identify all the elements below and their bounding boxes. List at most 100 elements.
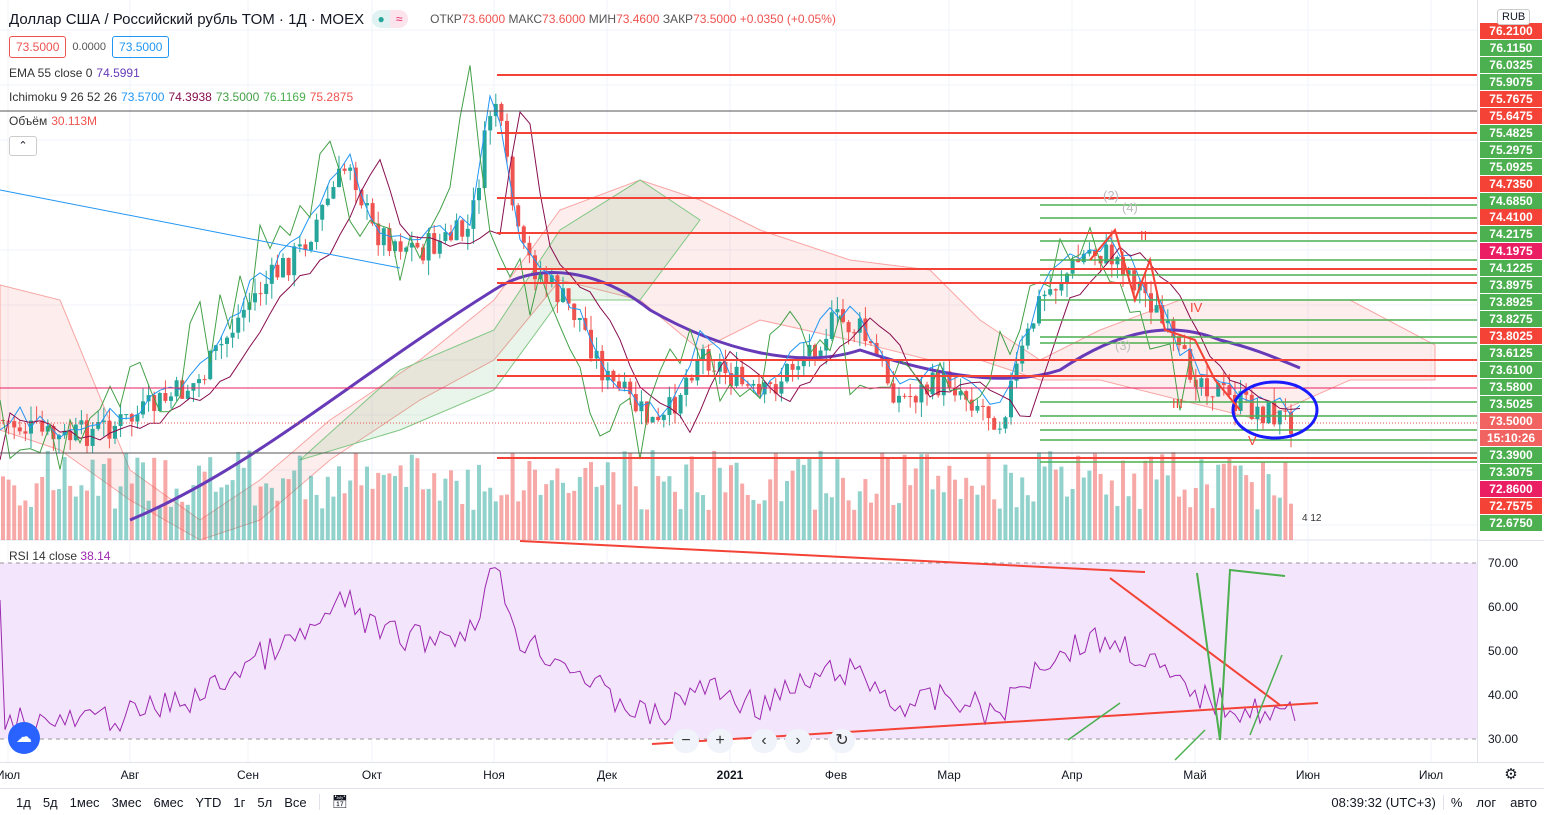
- candle-body: [236, 317, 241, 333]
- date-range-icon[interactable]: 📅︎: [318, 794, 356, 810]
- candle-body: [835, 309, 840, 313]
- volume-bar: [1149, 456, 1153, 540]
- volume-bar: [387, 473, 392, 540]
- candle-body: [225, 337, 229, 344]
- volume-bar: [1210, 508, 1215, 540]
- volume-bar: [902, 454, 907, 540]
- volume-bar: [471, 509, 476, 540]
- volume-bar: [521, 490, 526, 540]
- candle-body: [785, 364, 789, 382]
- candle-body: [387, 228, 392, 252]
- volume-bar: [768, 479, 773, 540]
- volume-bar: [1177, 496, 1181, 540]
- auto-scale-toggle[interactable]: авто: [1510, 794, 1537, 810]
- clock[interactable]: 08:39:32 (UTC+3): [1331, 794, 1436, 810]
- volume-bar: [146, 500, 151, 540]
- volume-bar: [1216, 464, 1221, 540]
- candle-body: [505, 120, 509, 157]
- volume-bar: [958, 499, 963, 540]
- candle-body: [460, 220, 465, 237]
- volume-bar: [1126, 496, 1131, 540]
- candle-body: [40, 420, 45, 432]
- candle-body: [331, 187, 336, 199]
- range-button[interactable]: 3мес: [111, 794, 142, 810]
- candle-body: [253, 293, 257, 303]
- range-button[interactable]: 1мес: [69, 794, 100, 810]
- reset-chart-button[interactable]: ↻: [829, 729, 855, 753]
- volume-bar: [964, 477, 969, 540]
- range-button[interactable]: Все: [284, 794, 307, 810]
- tradingview-logo[interactable]: ☁: [8, 722, 40, 754]
- candle-body: [661, 415, 666, 421]
- zoom-in-button[interactable]: +: [707, 729, 733, 753]
- volume-bar: [997, 508, 1002, 540]
- volume-bar: [325, 476, 330, 540]
- volume-bar: [617, 504, 621, 540]
- range-button[interactable]: 5л: [257, 794, 273, 810]
- candle-body: [376, 223, 381, 246]
- scroll-right-button[interactable]: ›: [785, 729, 811, 753]
- high-value: 73.6000: [542, 12, 586, 26]
- candle-body: [633, 394, 638, 412]
- volume-bar: [1121, 460, 1125, 540]
- volume-bar: [309, 475, 313, 540]
- volume-bar: [85, 490, 89, 540]
- volume-legend[interactable]: Объём 30.113M: [9, 114, 98, 128]
- range-button[interactable]: 1г: [233, 794, 246, 810]
- volume-bar: [101, 464, 106, 540]
- range-button[interactable]: YTD: [195, 794, 222, 810]
- rsi-axis[interactable]: 70.00 60.00 50.00 40.00 30.00: [1477, 540, 1544, 762]
- percent-scale-toggle[interactable]: %: [1442, 794, 1470, 810]
- candle-body: [1121, 257, 1125, 276]
- volume-bar: [829, 497, 834, 540]
- symbol-title[interactable]: Доллар США / Российский рубль TOM · 1Д ·…: [9, 10, 365, 28]
- trend-line: [0, 189, 401, 269]
- range-button[interactable]: 1д: [16, 794, 31, 810]
- candle-body: [801, 356, 806, 367]
- market-status[interactable]: ● ≈: [372, 10, 409, 28]
- volume-bar: [1255, 509, 1260, 540]
- volume-bar: [1199, 459, 1204, 540]
- scroll-left-button[interactable]: ‹: [751, 729, 777, 753]
- zoom-out-button[interactable]: −: [673, 729, 699, 753]
- price-axis[interactable]: 76.2100 76.1150 76.0325 75.9075 75.7675 75.64…: [1477, 0, 1544, 540]
- candle-body: [359, 190, 364, 206]
- currency-label[interactable]: RUB: [1497, 9, 1531, 25]
- sell-button[interactable]: 73.5000: [9, 36, 67, 58]
- candle-body: [118, 414, 123, 426]
- volume-bar: [185, 504, 190, 540]
- volume-bar: [62, 456, 67, 540]
- wave-path: [1089, 227, 1241, 411]
- volume-bar: [1205, 484, 1209, 540]
- candle-body: [443, 232, 448, 241]
- time-tick: Май: [1183, 768, 1207, 782]
- log-scale-toggle[interactable]: лог: [1476, 794, 1497, 810]
- price-label: 73.8975: [1480, 277, 1542, 294]
- volume-bar: [264, 483, 269, 540]
- volume-bar: [1160, 454, 1165, 540]
- ichimoku-legend[interactable]: Ichimoku 9 26 52 26 73.5700 74.3938 73.5000…: [9, 90, 354, 104]
- candle-body: [1037, 296, 1041, 324]
- ema-legend[interactable]: EMA 55 close 0 74.5991: [9, 66, 140, 80]
- settings-gear-icon[interactable]: ⚙: [1504, 766, 1518, 783]
- candle-body: [897, 395, 901, 403]
- volume-bar: [1193, 487, 1198, 540]
- candle-body: [1149, 293, 1153, 313]
- rsi-legend[interactable]: RSI 14 close 38.14: [9, 549, 111, 563]
- range-button[interactable]: 5д: [42, 794, 58, 810]
- time-tick: Дек: [596, 768, 618, 782]
- volume-bar: [113, 508, 117, 540]
- candle-body: [790, 364, 795, 370]
- volume-bar: [1048, 451, 1053, 540]
- collapse-legend-button[interactable]: ⌃: [9, 136, 37, 156]
- candle-body: [404, 247, 409, 252]
- candle-body: [157, 393, 162, 411]
- time-axis[interactable]: ⚙ Июл Авг Сен Окт Ноя Дек 2021 Фев Мар Апр Май Июн И…: [0, 762, 1544, 786]
- candle-body: [695, 360, 700, 381]
- ichimoku-cloud-bull: [299, 179, 701, 461]
- buy-button[interactable]: 73.5000: [112, 36, 170, 58]
- volume-bar: [34, 483, 39, 540]
- volume-bar: [141, 462, 145, 540]
- range-button[interactable]: 6мес: [153, 794, 184, 810]
